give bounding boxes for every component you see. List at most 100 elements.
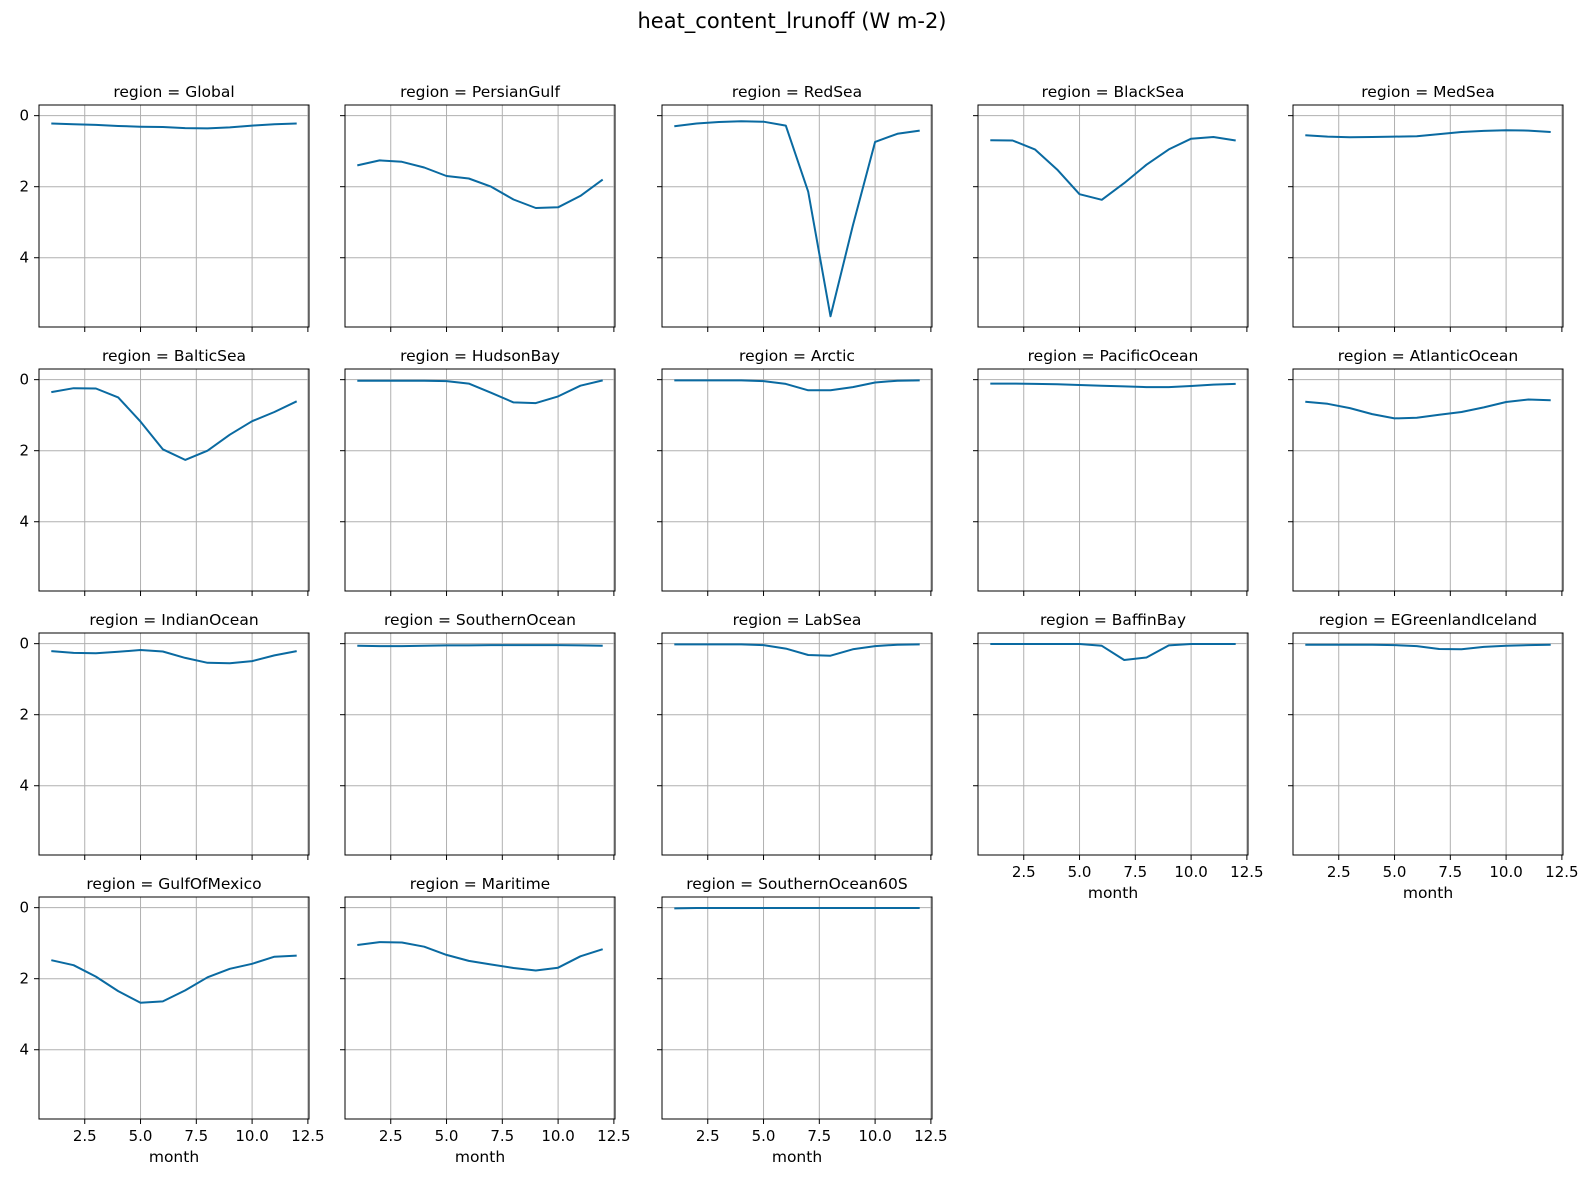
y-tick-label: 2: [19, 178, 29, 196]
y-tick-label: 0: [19, 899, 29, 917]
x-tick-label: 7.5: [1438, 863, 1462, 881]
x-tick-label: 2.5: [73, 1127, 97, 1145]
series-line: [674, 379, 920, 392]
x-tick-label: 5.0: [435, 1127, 459, 1145]
x-tick-label: 10.0: [858, 1127, 891, 1145]
panel-frame: [661, 104, 933, 328]
panel-title: region = LabSea: [733, 611, 862, 629]
x-axis-label: month: [455, 1148, 505, 1166]
panel-title: region = Maritime: [410, 875, 550, 893]
series-line: [357, 941, 604, 972]
series-line: [674, 643, 920, 657]
panel-frame: [344, 632, 616, 856]
panel-title: region = SouthernOcean: [384, 611, 576, 629]
panel-title: region = IndianOcean: [89, 611, 258, 629]
facet-panel: region = Arctic: [657, 347, 933, 596]
x-tick-label: 5.0: [1383, 863, 1407, 881]
panel-frame: [344, 896, 616, 1120]
facet-panels: 0 2 4 region = Global region = PersianGulf re…: [19, 83, 1578, 1166]
x-tick-label: 10.0: [235, 1127, 268, 1145]
facet-panel: region = LabSea: [657, 611, 933, 860]
y-tick-label: 4: [19, 513, 29, 531]
panel-title: region = MedSea: [1361, 83, 1494, 101]
facet-panel: 0 2 4 region = IndianOcean: [19, 611, 310, 860]
panel-frame: [38, 896, 310, 1120]
x-tick-label: 2.5: [696, 1127, 720, 1145]
panel-title: region = HudsonBay: [400, 347, 560, 365]
facet-panel: 0 2 4 region = BalticSea: [19, 347, 310, 596]
x-tick-label: 5.0: [752, 1127, 776, 1145]
x-tick-label: 12.5: [597, 1127, 630, 1145]
x-axis-label: month: [149, 1148, 199, 1166]
y-tick-label: 0: [19, 107, 29, 125]
x-tick-label: 2.5: [379, 1127, 403, 1145]
panel-frame: [661, 896, 933, 1120]
x-tick-label: 12.5: [291, 1127, 324, 1145]
y-tick-label: 2: [19, 970, 29, 988]
series-line: [1305, 398, 1551, 420]
series-line: [51, 387, 298, 461]
x-tick-label: 10.0: [541, 1127, 574, 1145]
series-line: [1305, 129, 1551, 139]
figure-title: heat_content_lrunoff (W m-2): [637, 9, 946, 34]
x-tick-label: 2.5: [1327, 863, 1351, 881]
series-line: [51, 649, 297, 665]
series-line: [51, 122, 297, 130]
panel-frame: [977, 368, 1249, 592]
y-tick-label: 4: [19, 1041, 29, 1059]
x-tick-label: 10.0: [1489, 863, 1522, 881]
facet-panel: 2.5 5.0 7.5 10.0 12.5 month 0 2 4 region = GulfOf…: [19, 875, 324, 1166]
x-tick-label: 12.5: [914, 1127, 947, 1145]
facet-panel: region = PacificOcean: [973, 347, 1249, 596]
x-tick-label: 12.5: [1230, 863, 1263, 881]
x-axis-label: month: [1088, 884, 1138, 902]
series-line: [51, 954, 297, 1004]
facet-panel: 2.5 5.0 7.5 10.0 12.5 month region = Maritime: [340, 875, 631, 1166]
y-tick-label: 4: [19, 249, 29, 267]
facet-panel: region = HudsonBay: [340, 347, 616, 596]
series-line: [1305, 643, 1551, 651]
panel-frame: [344, 104, 616, 328]
x-tick-label: 5.0: [1068, 863, 1092, 881]
x-tick-label: 2.5: [1012, 863, 1036, 881]
panel-title: region = PersianGulf: [400, 83, 560, 101]
series-line: [357, 644, 603, 648]
panel-frame: [977, 104, 1249, 328]
series-line: [990, 382, 1236, 389]
panel-frame: [661, 368, 933, 592]
y-tick-label: 2: [19, 706, 29, 724]
series-line: [674, 120, 920, 318]
panel-frame: [1292, 368, 1564, 592]
panel-frame: [38, 632, 310, 856]
panel-frame: [1292, 104, 1564, 328]
y-tick-label: 0: [19, 635, 29, 653]
panel-frame: [1292, 632, 1564, 856]
panel-title: region = BlackSea: [1042, 83, 1185, 101]
panel-title: region = GulfOfMexico: [86, 875, 261, 893]
facet-panel: 2.5 5.0 7.5 10.0 12.5 month region = SouthernO…: [657, 875, 948, 1166]
facet-panel: 2.5 5.0 7.5 10.0 12.5 month region = BaffinBay: [973, 611, 1264, 902]
facet-panel: region = SouthernOcean: [340, 611, 616, 860]
series-line: [357, 379, 603, 405]
facet-panel: 2.5 5.0 7.5 10.0 12.5 month region = EGreenlan…: [1288, 611, 1579, 902]
series-line: [990, 643, 1236, 661]
y-tick-label: 4: [19, 777, 29, 795]
panel-title: region = PacificOcean: [1028, 347, 1199, 365]
x-tick-label: 12.5: [1545, 863, 1578, 881]
x-tick-label: 5.0: [129, 1127, 153, 1145]
panel-frame: [661, 632, 933, 856]
panel-frame: [344, 368, 616, 592]
x-tick-label: 7.5: [1123, 863, 1147, 881]
panel-title: region = BalticSea: [102, 347, 246, 365]
panel-frame: [38, 368, 310, 592]
x-tick-label: 7.5: [490, 1127, 514, 1145]
panel-title: region = Global: [113, 83, 234, 101]
panel-title: region = SouthernOcean60S: [686, 875, 908, 893]
facet-panel: region = BlackSea: [973, 83, 1249, 332]
facet-panel: region = PersianGulf: [340, 83, 616, 332]
facet-panel: region = MedSea: [1288, 83, 1564, 332]
panel-title: region = Arctic: [739, 347, 855, 365]
panel-frame: [38, 104, 310, 328]
facet-panel: region = RedSea: [657, 83, 933, 332]
